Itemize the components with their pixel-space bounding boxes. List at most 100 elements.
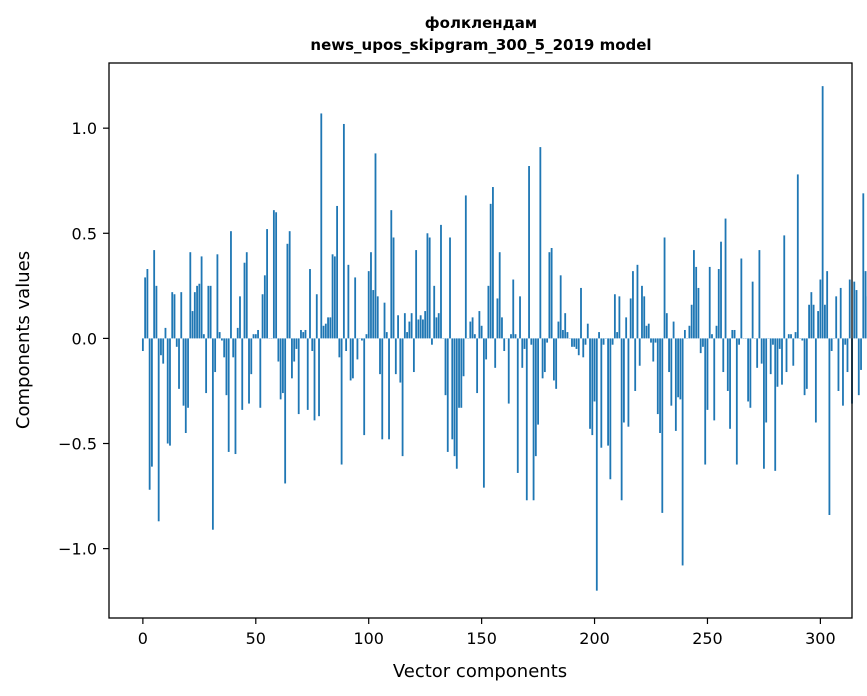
bar-component-48 — [250, 338, 253, 375]
bar-component-174 — [534, 338, 537, 457]
bar-component-251 — [708, 266, 711, 339]
bar-component-0 — [141, 338, 144, 352]
bar-component-195 — [582, 338, 585, 358]
x-tick-label: 100 — [353, 629, 384, 648]
bar-component-73 — [306, 338, 309, 410]
bar-component-158 — [498, 252, 501, 339]
bar-component-208 — [611, 338, 614, 345]
bar-component-280 — [774, 338, 777, 471]
bar-component-145 — [469, 321, 472, 339]
bar-component-156 — [494, 338, 497, 368]
x-tick-label: 50 — [246, 629, 266, 648]
bar-component-87 — [338, 338, 341, 358]
bar-component-131 — [437, 313, 440, 339]
bar-component-98 — [363, 338, 366, 436]
bar-component-200 — [593, 338, 596, 402]
bar-component-67 — [293, 338, 296, 362]
bar-component-282 — [778, 338, 781, 349]
bar-component-172 — [530, 338, 533, 345]
bar-component-169 — [523, 338, 526, 349]
bar-component-27 — [202, 334, 205, 339]
bar-component-212 — [620, 338, 623, 501]
bar-component-77 — [315, 294, 318, 339]
bar-component-149 — [478, 311, 481, 339]
bar-component-160 — [503, 338, 506, 352]
bar-component-173 — [532, 338, 535, 501]
bar-component-100 — [367, 271, 370, 339]
bar-component-41 — [234, 338, 237, 455]
bar-component-162 — [507, 338, 510, 404]
bar-component-113 — [397, 315, 399, 339]
bar-component-236 — [674, 338, 677, 431]
bar-component-317 — [857, 338, 860, 396]
bar-component-115 — [401, 338, 404, 457]
bar-component-312 — [846, 338, 849, 373]
bar-component-184 — [557, 321, 560, 339]
bar-component-222 — [643, 296, 646, 339]
bar-component-105 — [379, 338, 381, 375]
bar-component-274 — [760, 338, 763, 364]
bar-component-72 — [304, 329, 307, 339]
bar-component-49 — [252, 334, 255, 339]
bar-component-299 — [817, 311, 820, 339]
bar-component-167 — [519, 296, 521, 339]
bar-component-52 — [259, 338, 262, 408]
bar-component-178 — [543, 338, 546, 373]
bar-component-182 — [552, 338, 555, 381]
bar-component-38 — [227, 338, 230, 452]
bar-component-289 — [794, 332, 797, 339]
bar-component-125 — [424, 311, 427, 339]
bar-component-211 — [618, 296, 621, 339]
bar-component-110 — [390, 210, 393, 339]
bar-component-24 — [196, 285, 198, 339]
bar-component-104 — [376, 296, 379, 339]
bar-component-151 — [482, 338, 485, 488]
bar-component-23 — [193, 292, 196, 339]
bar-component-155 — [492, 187, 494, 339]
bar-component-126 — [426, 233, 429, 339]
bar-component-220 — [638, 338, 641, 366]
bar-component-290 — [796, 174, 799, 339]
bar-component-95 — [356, 338, 359, 360]
bar-component-183 — [555, 338, 558, 389]
bar-component-163 — [510, 334, 512, 339]
bar-component-157 — [496, 298, 499, 339]
x-tick-label: 300 — [805, 629, 836, 648]
bar-component-154 — [489, 203, 492, 339]
bar-component-204 — [602, 338, 605, 345]
bar-component-107 — [383, 302, 386, 339]
bar-component-307 — [835, 296, 838, 339]
bar-component-80 — [322, 325, 325, 339]
bar-component-214 — [625, 317, 628, 339]
bar-component-91 — [347, 264, 350, 339]
bar-component-26 — [200, 256, 203, 339]
x-tick-label: 200 — [579, 629, 610, 648]
bar-component-32 — [214, 338, 217, 373]
bar-component-43 — [239, 296, 241, 339]
bar-component-78 — [318, 338, 320, 417]
bar-component-46 — [245, 252, 248, 339]
bar-component-229 — [659, 338, 661, 433]
bar-component-60 — [277, 338, 280, 362]
bar-component-190 — [571, 338, 573, 347]
bar-component-295 — [808, 304, 810, 339]
bar-component-44 — [241, 338, 244, 410]
bar-component-239 — [681, 338, 684, 566]
bar-component-187 — [564, 313, 567, 339]
bar-component-275 — [763, 338, 765, 469]
bar-component-58 — [272, 210, 275, 339]
bar-component-65 — [288, 231, 291, 339]
bar-series — [141, 86, 867, 591]
bar-component-122 — [417, 319, 420, 339]
bar-component-263 — [735, 338, 738, 465]
bar-component-1 — [144, 277, 147, 339]
bar-component-180 — [548, 252, 551, 339]
bar-component-226 — [652, 338, 655, 362]
bar-component-185 — [559, 275, 562, 339]
bar-component-276 — [765, 338, 768, 423]
bar-component-166 — [516, 338, 519, 473]
bar-component-218 — [634, 338, 637, 391]
bar-component-237 — [677, 338, 680, 398]
chart-title-line2: news_upos_skipgram_300_5_2019 model — [310, 36, 651, 54]
